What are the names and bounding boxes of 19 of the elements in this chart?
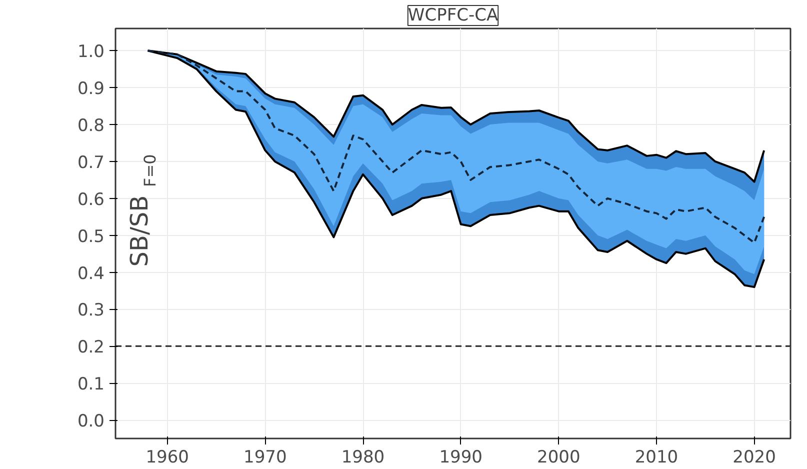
y-tick-label: 1.0 — [77, 42, 105, 62]
y-axis-title: SB/SBF=0 — [126, 154, 160, 267]
x-tick-label: 2020 — [732, 448, 776, 468]
y-tick-label: 0.6 — [77, 190, 105, 210]
x-tick-label: 1960 — [146, 448, 189, 468]
y-tick-label: 0.3 — [77, 300, 105, 321]
x-tick-label: 2000 — [537, 448, 580, 468]
y-tick-label: 0.1 — [77, 374, 105, 395]
y-tick-label: 0.5 — [77, 226, 105, 247]
y-tick-label: 0.2 — [77, 338, 105, 358]
x-tick-label: 1990 — [439, 448, 482, 468]
y-tick-label: 0.4 — [77, 264, 105, 284]
x-tick-label: 1970 — [244, 448, 287, 468]
y-tick-label: 0.7 — [77, 152, 105, 173]
y-tick-label: 0.8 — [77, 116, 105, 136]
y-tick-label: 0.0 — [77, 412, 105, 432]
x-tick-label: 2010 — [634, 448, 678, 468]
x-tick-label: 1980 — [341, 448, 385, 468]
y-tick-label: 0.9 — [77, 79, 105, 100]
